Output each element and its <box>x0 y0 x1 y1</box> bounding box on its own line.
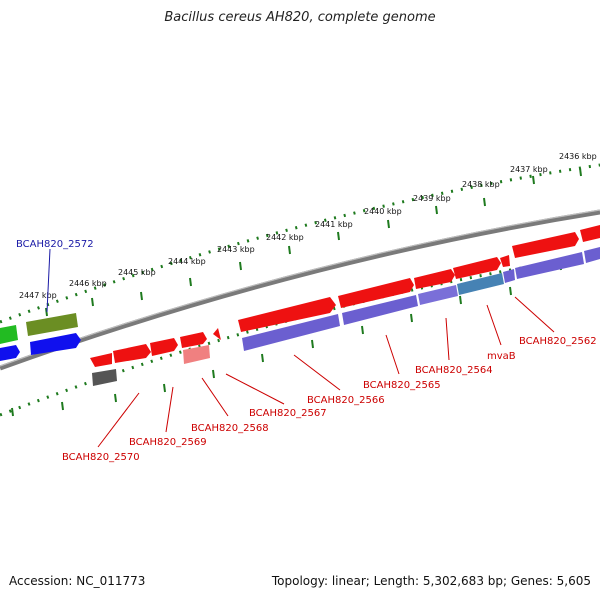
tick-label: 2441 kbp <box>315 220 353 229</box>
gene-label-2569[interactable]: BCAH820_2569 <box>129 437 207 448</box>
genome-backbone <box>0 209 600 371</box>
ruler-tick-labels: 2436 kbp 2437 kbp 2438 kbp 2439 kbp 2440… <box>19 152 597 300</box>
gene-label-2572[interactable]: BCAH820_2572 <box>16 239 94 250</box>
protein-feature-2564[interactable] <box>418 285 458 305</box>
gene-feature-olive-2572[interactable] <box>26 313 78 336</box>
genome-summary-text: Topology: linear; Length: 5,302,683 bp; … <box>271 574 591 588</box>
map-title: Bacillus cereus AH820, complete genome <box>164 10 436 25</box>
gene-feature-cds-2569[interactable] <box>113 344 151 363</box>
tick-label: 2445 kbp <box>118 268 156 277</box>
gene-feature-cds-small[interactable] <box>500 255 510 267</box>
tick-label: 2440 kbp <box>364 207 402 216</box>
protein-feature-2565[interactable] <box>342 295 418 325</box>
outer-major-ticks <box>45 167 582 317</box>
protein-feature-2566[interactable] <box>242 314 340 351</box>
gene-label-2564[interactable]: BCAH820_2564 <box>415 365 493 376</box>
genome-backbone-highlight <box>0 209 600 367</box>
protein-feature-small[interactable] <box>503 269 515 283</box>
protein-feature-2562[interactable] <box>515 252 584 279</box>
gene-label-2570[interactable]: BCAH820_2570 <box>62 452 140 463</box>
gene-label-2568[interactable]: BCAH820_2568 <box>191 423 269 434</box>
tick-label: 2436 kbp <box>559 152 597 161</box>
gene-feature-cds-2568[interactable] <box>180 332 207 348</box>
gene-feature-cds-right[interactable] <box>580 225 600 242</box>
gene-feature-cds-mvab[interactable] <box>453 257 501 279</box>
gene-feature-cds-2567[interactable] <box>213 328 221 340</box>
protein-feature-mvab[interactable] <box>457 273 504 295</box>
tick-label: 2438 kbp <box>462 180 500 189</box>
tick-label: 2447 kbp <box>19 291 57 300</box>
gene-label-2562[interactable]: BCAH820_2562 <box>519 336 597 347</box>
tick-label: 2446 kbp <box>69 279 107 288</box>
tick-label: 2443 kbp <box>217 245 255 254</box>
gene-label-2565[interactable]: BCAH820_2565 <box>363 380 441 391</box>
tick-label: 2437 kbp <box>510 165 548 174</box>
gene-feature-blue-2[interactable] <box>30 333 81 355</box>
gene-label-2566[interactable]: BCAH820_2566 <box>307 395 385 406</box>
gene-feature-cds-2570[interactable] <box>90 353 112 367</box>
label-leader-line-2572 <box>46 248 51 313</box>
gene-label-mvab[interactable]: mvaB <box>487 351 516 362</box>
gene-feature-cds-2562[interactable] <box>512 232 579 258</box>
tick-label: 2444 kbp <box>168 257 206 266</box>
gene-feature-cds[interactable] <box>150 338 178 356</box>
gene-label-2567[interactable]: BCAH820_2567 <box>249 408 327 419</box>
gene-feature-cds-2564[interactable] <box>414 269 455 289</box>
accession-text: Accession: NC_011773 <box>9 574 146 588</box>
tick-label: 2442 kbp <box>266 233 304 242</box>
protein-feature-right[interactable] <box>584 247 600 263</box>
gene-feature-cds-2565[interactable] <box>338 278 414 308</box>
gene-feature-grey-2570[interactable] <box>92 369 117 386</box>
label-leader-lines <box>97 296 555 448</box>
gene-feature-rna-2568[interactable] <box>183 345 210 364</box>
gene-feature-green[interactable] <box>0 325 18 344</box>
tick-label: 2439 kbp <box>413 194 451 203</box>
gene-feature-blue[interactable] <box>0 345 20 361</box>
gene-feature-cds-2566[interactable] <box>238 297 336 332</box>
